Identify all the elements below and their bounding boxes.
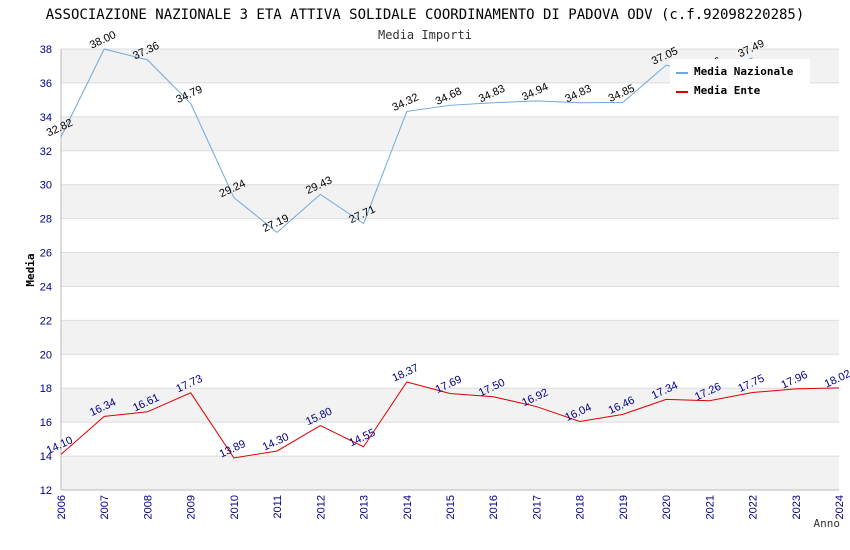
x-tick-label: 2017 [531, 495, 543, 519]
data-label: 14.10 [45, 434, 75, 457]
data-label: 14.30 [261, 431, 291, 454]
chart-subtitle: Media Importi [378, 28, 472, 42]
chart-title: ASSOCIAZIONE NAZIONALE 3 ETA ATTIVA SOLI… [46, 7, 805, 23]
y-tick-label: 14 [40, 451, 52, 463]
x-tick-label: 2016 [488, 495, 500, 519]
grid-band [61, 320, 839, 355]
x-tick-label: 2022 [748, 495, 760, 519]
y-tick-labels: 12 14 16 18 20 22 24 26 28 30 32 34 36 38 [40, 44, 52, 497]
x-axis-label: Anno [814, 517, 841, 530]
series-line-media-ente [60, 381, 840, 459]
y-tick-label: 34 [40, 112, 52, 124]
x-tick-label: 2006 [56, 495, 68, 519]
y-tick-label: 26 [40, 248, 52, 260]
y-tick-label: 22 [40, 315, 52, 327]
x-tick-label: 2023 [791, 495, 803, 519]
data-label: 34.85 [607, 82, 637, 105]
grid-band [61, 184, 839, 219]
x-tick-label: 2011 [272, 495, 284, 519]
legend-box [670, 59, 810, 101]
axes [60, 49, 839, 491]
x-tick-label: 2015 [445, 495, 457, 519]
data-label: 34.94 [520, 81, 550, 104]
x-tick-label: 2021 [704, 495, 716, 519]
x-tick-label: 2013 [359, 495, 371, 519]
grid-bands [61, 49, 839, 490]
grid-lines [61, 48, 839, 491]
y-tick-label: 24 [40, 281, 52, 293]
x-tick-label: 2024 [834, 495, 846, 519]
legend: Media Nazionale Media Ente [670, 59, 810, 101]
y-tick-label: 16 [40, 417, 52, 429]
legend-label-media-ente: Media Ente [694, 84, 761, 97]
grid-band [61, 456, 839, 490]
x-tick-label: 2009 [186, 495, 198, 519]
y-tick-label: 28 [40, 214, 52, 226]
series-lines [60, 48, 840, 459]
y-tick-label: 38 [40, 44, 52, 56]
y-axis-label: Media [24, 253, 37, 286]
y-tick-label: 12 [40, 485, 52, 497]
x-tick-labels: 2006 2007 2008 2009 2010 2011 2012 2013 2014 2015… [56, 495, 846, 519]
y-tick-label: 30 [40, 180, 52, 192]
grid-band [61, 252, 839, 287]
x-tick-label: 2010 [229, 495, 241, 519]
grid-band [61, 116, 839, 151]
legend-label-media-nazionale: Media Nazionale [694, 65, 794, 78]
series-line-media-nazionale [60, 48, 753, 234]
data-label: 18.02 [823, 368, 850, 391]
y-tick-label: 32 [40, 146, 52, 158]
x-tick-label: 2008 [142, 495, 154, 519]
data-label: 34.83 [563, 83, 593, 106]
y-tick-label: 20 [40, 349, 52, 361]
x-tick-label: 2007 [99, 495, 111, 519]
x-tick-label: 2020 [661, 495, 673, 519]
data-label: 38.00 [88, 29, 118, 52]
x-tick-label: 2012 [315, 495, 327, 519]
x-tick-label: 2018 [575, 495, 587, 519]
x-tick-label: 2019 [618, 495, 630, 519]
y-tick-label: 18 [40, 383, 52, 395]
y-tick-label: 36 [40, 78, 52, 90]
data-label: 18.37 [390, 362, 420, 385]
x-tick-label: 2014 [402, 495, 414, 519]
